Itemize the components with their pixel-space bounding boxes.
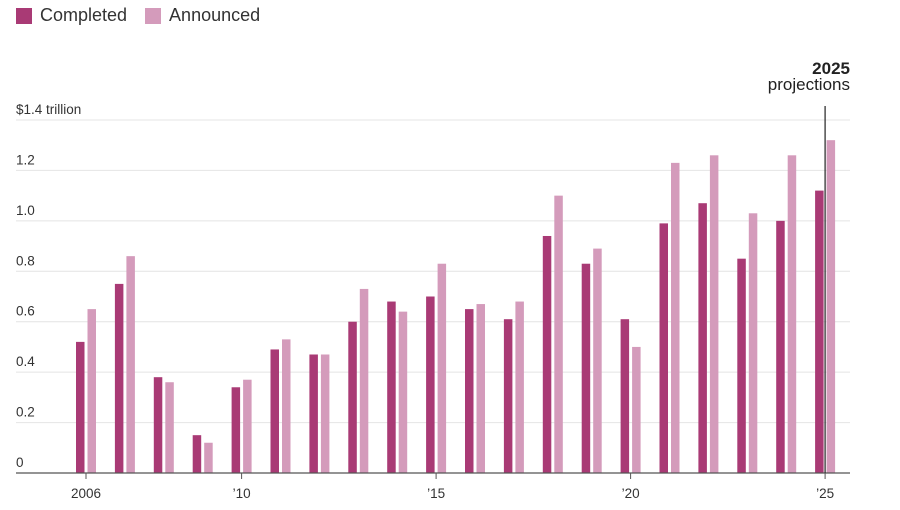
bar-announced-2009 — [204, 442, 213, 473]
bar-completed-2025 — [815, 190, 824, 473]
bar-completed-2014 — [387, 301, 396, 473]
legend-label-announced: Announced — [169, 5, 261, 25]
bar-announced-2006 — [87, 309, 96, 473]
bar-completed-2010 — [231, 387, 241, 473]
bars — [76, 140, 836, 474]
legend-item-completed: Completed — [16, 5, 127, 26]
bar-announced-2025 — [826, 140, 836, 473]
bar-completed-2020 — [620, 319, 630, 473]
bar-announced-2018 — [554, 195, 563, 473]
bar-completed-2023 — [737, 258, 746, 473]
bar-announced-2010 — [243, 379, 252, 473]
bar-announced-2019 — [593, 248, 602, 473]
bar-announced-2013 — [359, 288, 369, 473]
bar-completed-2024 — [776, 220, 785, 473]
bar-completed-2007 — [114, 283, 124, 473]
x-tick-label: ’10 — [233, 486, 251, 501]
bar-completed-2006 — [76, 341, 85, 473]
legend-swatch-completed — [16, 7, 32, 24]
annotation-text: projections — [768, 75, 850, 94]
y-tick-label: 0.2 — [16, 405, 35, 420]
bar-announced-2016 — [476, 304, 485, 473]
bar-completed-2021 — [659, 223, 668, 473]
bar-completed-2013 — [348, 321, 357, 473]
legend: Completed Announced — [16, 5, 278, 26]
legend-item-announced: Announced — [145, 5, 260, 26]
axes: 0 0.2 0.4 0.6 0.8 1.0 1.2 $1.4 trillion 2006 ’10 ’… — [16, 102, 850, 501]
x-tick-label: 2006 — [71, 486, 101, 501]
bar-completed-2015 — [426, 296, 435, 473]
y-tick-label: $1.4 trillion — [16, 102, 81, 117]
bar-announced-2021 — [671, 162, 680, 473]
y-tick-label: 0.4 — [16, 354, 35, 369]
bar-completed-2017 — [503, 319, 513, 473]
bar-completed-2019 — [581, 263, 591, 473]
y-tick-label: 1.2 — [16, 152, 35, 167]
y-tick-label: 0 — [16, 455, 24, 470]
bar-completed-2018 — [542, 235, 552, 473]
bar-completed-2009 — [192, 435, 202, 473]
bar-announced-2014 — [398, 311, 408, 473]
bar-announced-2012 — [320, 354, 330, 473]
legend-swatch-announced — [145, 7, 162, 24]
bar-announced-2008 — [165, 382, 174, 473]
bar-completed-2016 — [465, 309, 474, 473]
x-tick-label: ’20 — [622, 486, 640, 501]
x-tick-label: ’25 — [816, 486, 834, 501]
bar-announced-2023 — [748, 213, 758, 474]
x-tick-label: ’15 — [427, 486, 445, 501]
y-tick-label: 1.0 — [16, 203, 35, 218]
bar-announced-2007 — [126, 256, 135, 473]
bar-completed-2011 — [270, 349, 279, 473]
bar-announced-2020 — [632, 346, 641, 473]
y-tick-label: 0.8 — [16, 253, 35, 268]
y-tick-label: 0.6 — [16, 304, 35, 319]
bar-announced-2011 — [282, 339, 291, 473]
bar-completed-2012 — [309, 354, 318, 473]
bar-completed-2022 — [698, 203, 707, 473]
bar-completed-2008 — [153, 377, 163, 473]
bar-announced-2024 — [787, 155, 797, 474]
bar-announced-2017 — [515, 301, 524, 473]
legend-label-completed: Completed — [40, 5, 128, 25]
bar-announced-2015 — [437, 263, 447, 473]
bar-announced-2022 — [709, 155, 719, 474]
annotation-year: 2025 — [812, 59, 850, 78]
